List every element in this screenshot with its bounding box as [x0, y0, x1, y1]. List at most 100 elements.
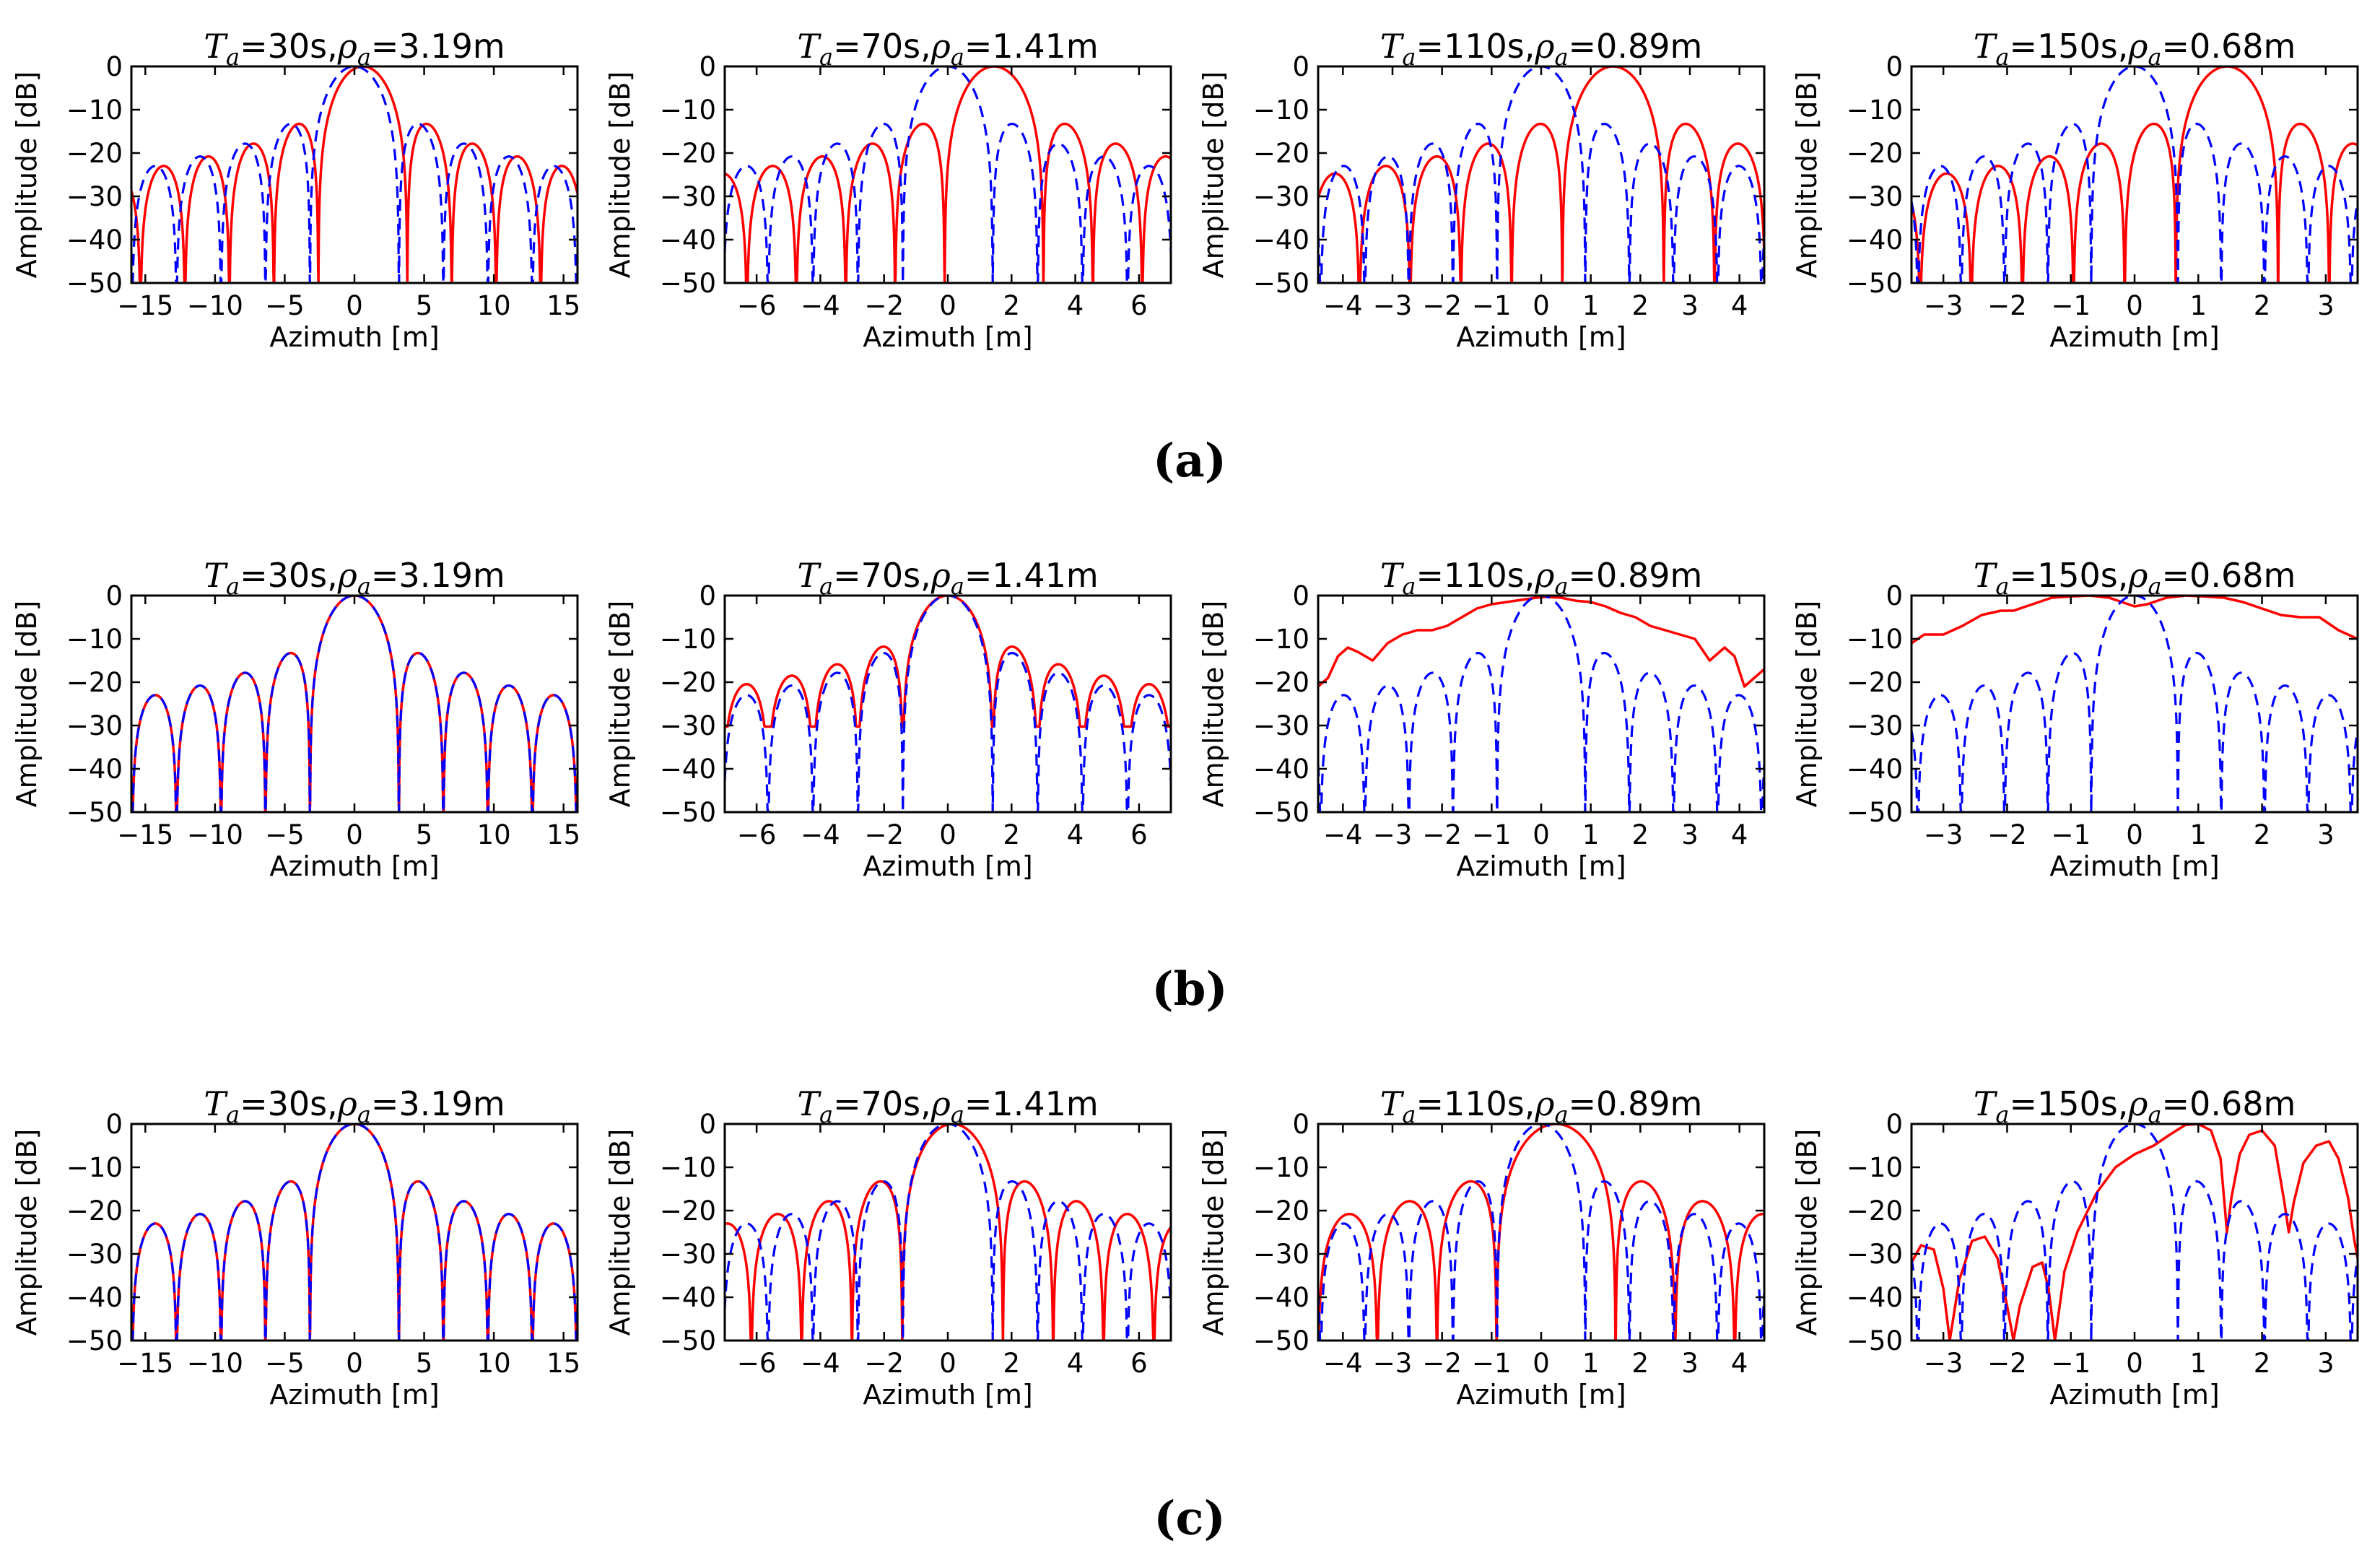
x-axis-label: Azimuth [m] [2049, 1379, 2219, 1411]
series-group [725, 66, 1171, 283]
y-tick-label: −20 [1253, 667, 1309, 698]
y-axis-label: Amplitude [dB] [1791, 1129, 1823, 1336]
axes-frame [130, 65, 579, 284]
x-tick-label: −4 [801, 290, 840, 321]
y-tick-label: −20 [660, 667, 716, 698]
y-tick-label: −30 [1253, 710, 1309, 741]
x-tick-label: −6 [737, 1348, 777, 1379]
y-tick-label: −40 [660, 225, 716, 256]
x-tick-label: −10 [187, 1348, 243, 1379]
x-tick-label: −6 [737, 819, 777, 850]
y-tick-label: −30 [66, 1239, 123, 1270]
y-tick-label: −20 [1847, 667, 1903, 698]
x-tick-label: −3 [1373, 290, 1413, 321]
x-tick-label: 10 [477, 290, 511, 321]
series-line-dashed-blue [131, 1124, 577, 1341]
x-tick-label: 6 [1130, 1348, 1148, 1379]
y-tick-label: 0 [1292, 580, 1309, 611]
y-tick-label: 0 [105, 580, 123, 611]
y-tick-label: −50 [66, 1325, 123, 1356]
title-part: =3.19m [371, 556, 505, 595]
x-tick-label: 6 [1130, 819, 1148, 850]
x-axis-label: Azimuth [m] [863, 850, 1032, 882]
title-part: =30s, [240, 27, 338, 66]
y-axis-label: Amplitude [dB] [1198, 1129, 1229, 1336]
x-tick-label: 0 [1533, 290, 1550, 321]
series-line-dashed-blue [725, 1124, 1171, 1341]
title-part: =110s, [1416, 556, 1535, 595]
title-part: T [1380, 556, 1405, 595]
x-tick-label: −15 [117, 1348, 173, 1379]
series-line-dashed-blue [131, 596, 577, 812]
series-line-solid-red [131, 1124, 577, 1341]
x-tick-label: 0 [346, 819, 363, 850]
y-tick-label: −20 [660, 138, 716, 169]
title-part: a [951, 572, 964, 600]
title-part: T [204, 1084, 228, 1123]
x-tick-label: −1 [1472, 1348, 1512, 1379]
title-part: a [226, 572, 240, 600]
title-part: T [797, 1084, 821, 1123]
title-part: a [819, 572, 833, 600]
title-part: T [1974, 1084, 1998, 1123]
y-tick-label: −40 [1847, 1282, 1903, 1313]
title-part: a [226, 43, 240, 71]
title-part: ρ [2127, 556, 2148, 595]
panel-title: Ta=150s,ρa=0.68m [1974, 556, 2296, 600]
title-part: =0.89m [1569, 556, 1703, 595]
y-tick-label: −40 [66, 225, 123, 256]
x-tick-label: 4 [1067, 819, 1084, 850]
series-line-solid-red [1318, 66, 1764, 283]
y-tick-label: −10 [660, 1152, 716, 1183]
title-part: T [1380, 1084, 1405, 1123]
x-tick-label: −5 [265, 819, 305, 850]
x-tick-label: 0 [1533, 1348, 1550, 1379]
panel-title: Ta=150s,ρa=0.68m [1974, 27, 2296, 71]
title-part: =1.41m [964, 556, 1099, 595]
y-tick-label: 0 [1886, 1109, 1903, 1140]
title-part: =30s, [240, 1084, 338, 1123]
title-part: =110s, [1416, 27, 1535, 66]
title-part: =1.41m [964, 27, 1099, 66]
title-part: a [1995, 1101, 2009, 1128]
x-tick-label: 1 [1582, 1348, 1600, 1379]
y-axis-label: Amplitude [dB] [1791, 71, 1823, 279]
y-tick-label: −50 [660, 1325, 716, 1356]
title-part: a [1402, 1101, 1416, 1128]
title-part: a [1402, 572, 1416, 600]
x-tick-label: 2 [1632, 290, 1649, 321]
x-tick-label: −2 [864, 290, 904, 321]
y-tick-label: −50 [1253, 268, 1309, 299]
y-tick-label: −40 [1253, 1282, 1309, 1313]
row-label-b: (b) [1151, 962, 1227, 1016]
x-tick-label: 3 [1681, 819, 1699, 850]
y-axis-label: Amplitude [dB] [604, 1129, 636, 1336]
title-part: =0.68m [2162, 1084, 2296, 1123]
title-part: T [797, 556, 821, 595]
x-axis-label: Azimuth [m] [1456, 1379, 1626, 1411]
x-tick-label: 15 [546, 1348, 580, 1379]
title-part: a [951, 43, 964, 71]
series-group [1318, 66, 1764, 283]
title-part: a [2148, 43, 2161, 71]
panel-title: Ta=30s,ρa=3.19m [204, 27, 505, 71]
x-tick-label: −1 [1472, 819, 1512, 850]
title-part: a [1402, 43, 1416, 71]
title-part: =70s, [833, 1084, 931, 1123]
y-tick-label: −40 [66, 754, 123, 785]
x-tick-label: −10 [187, 819, 243, 850]
title-part: T [797, 27, 821, 66]
y-tick-label: −40 [1847, 225, 1903, 256]
title-part: a [951, 1101, 964, 1128]
x-tick-label: 4 [1731, 290, 1748, 321]
x-axis-label: Azimuth [m] [269, 850, 439, 882]
y-axis-label: Amplitude [dB] [604, 601, 636, 808]
series-line-solid-red [725, 596, 1171, 728]
x-tick-label: 0 [939, 819, 956, 850]
x-tick-label: 3 [1681, 290, 1699, 321]
x-tick-label: 4 [1731, 819, 1748, 850]
axes-frame [130, 1123, 579, 1342]
title-part: ρ [2127, 27, 2148, 66]
